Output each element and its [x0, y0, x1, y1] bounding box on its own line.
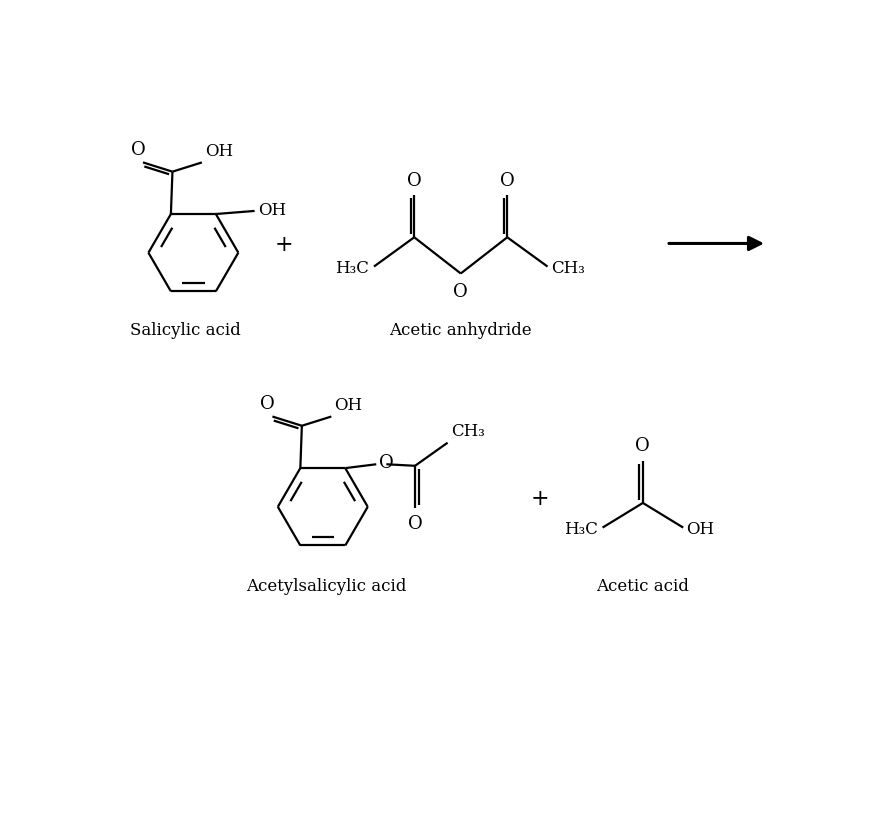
- Text: +: +: [530, 488, 549, 510]
- Text: CH₃: CH₃: [451, 423, 485, 440]
- Text: Acetic anhydride: Acetic anhydride: [390, 322, 532, 339]
- Text: Salicylic acid: Salicylic acid: [130, 322, 241, 339]
- Text: CH₃: CH₃: [551, 259, 585, 277]
- Text: Acetylsalicylic acid: Acetylsalicylic acid: [246, 579, 407, 596]
- Text: O: O: [453, 283, 468, 301]
- Text: O: O: [500, 171, 514, 189]
- Text: O: O: [379, 454, 394, 472]
- Text: O: O: [407, 171, 422, 189]
- Text: OH: OH: [258, 202, 286, 220]
- Text: OH: OH: [334, 397, 363, 415]
- Text: H₃C: H₃C: [564, 521, 598, 538]
- Text: O: O: [261, 396, 275, 414]
- Text: O: O: [131, 141, 146, 159]
- Text: O: O: [408, 515, 422, 533]
- Text: OH: OH: [686, 521, 714, 538]
- Text: Acetic acid: Acetic acid: [597, 579, 689, 596]
- Text: H₃C: H₃C: [335, 259, 369, 277]
- Text: O: O: [635, 437, 650, 455]
- Text: +: +: [275, 234, 293, 256]
- Text: OH: OH: [205, 143, 233, 160]
